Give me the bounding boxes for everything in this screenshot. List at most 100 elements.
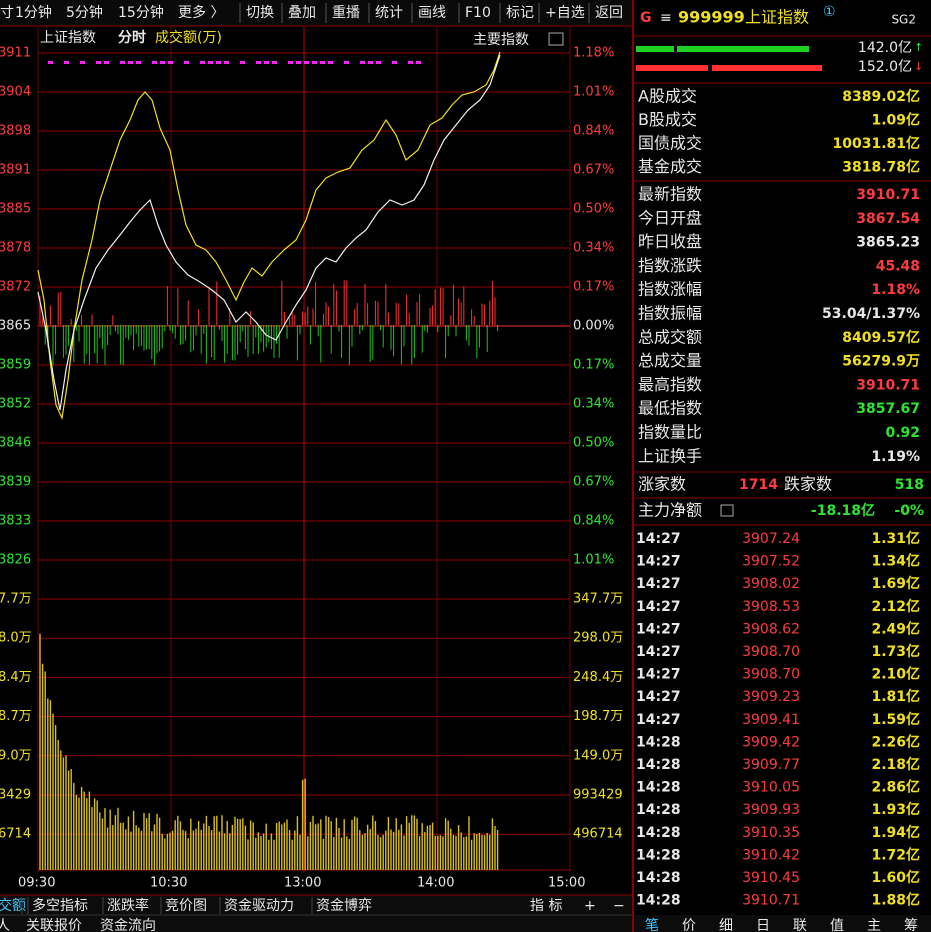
side-tab[interactable]: 日 bbox=[756, 918, 770, 932]
bottom-tool[interactable]: 指 标 bbox=[530, 898, 562, 914]
tick-time: 14:27 bbox=[636, 689, 681, 705]
pct-label: 1.01% bbox=[573, 85, 614, 100]
stat-label: 最新指数 bbox=[638, 185, 702, 204]
side-tab[interactable]: 笔 bbox=[645, 918, 659, 932]
buy-bar bbox=[677, 46, 809, 52]
toolbar-item[interactable]: 15分钟 bbox=[118, 4, 164, 21]
toolbar-item: 寸 bbox=[0, 5, 14, 21]
toolbar-item[interactable]: 返回 bbox=[595, 5, 623, 21]
toolbar bbox=[0, 0, 632, 26]
auction-dot bbox=[304, 61, 309, 64]
stat-label: 指数涨跌 bbox=[638, 256, 702, 275]
tick-price: 3908.70 bbox=[742, 644, 800, 660]
side-tab[interactable]: 主 bbox=[867, 918, 881, 932]
toolbar-item[interactable]: 5分钟 bbox=[66, 4, 103, 21]
tick-time: 14:27 bbox=[636, 599, 681, 615]
toolbar-item[interactable]: F10 bbox=[465, 5, 491, 21]
toolbar-item[interactable]: 1分钟 bbox=[15, 4, 52, 21]
auction-dot bbox=[296, 61, 301, 64]
tick-time: 14:28 bbox=[636, 780, 681, 796]
bottom-link[interactable]: 人 bbox=[0, 918, 10, 932]
stat-value: 3867.54 bbox=[856, 211, 920, 227]
tick-time: 14:28 bbox=[636, 734, 681, 750]
pct-label: 0.50% bbox=[573, 202, 614, 217]
tick-amount: 1.73亿 bbox=[871, 643, 920, 660]
auction-dot bbox=[216, 61, 221, 64]
bottom-tab[interactable]: 多空指标 bbox=[32, 897, 88, 914]
auction-dot bbox=[360, 61, 365, 64]
auction-dot bbox=[200, 61, 205, 64]
tick-amount: 1.93亿 bbox=[871, 801, 920, 818]
sell-bar bbox=[636, 65, 708, 71]
arrow: ↑ bbox=[914, 41, 923, 54]
bottom-tool[interactable]: − bbox=[613, 898, 625, 914]
bottom-tab[interactable]: 交额 bbox=[0, 897, 26, 914]
bottom-tool[interactable]: + bbox=[584, 898, 596, 914]
bottom-link[interactable]: 资金流向 bbox=[100, 918, 156, 932]
toolbar-item[interactable]: 重播 bbox=[332, 5, 360, 21]
volume-label: 347.7万 bbox=[573, 592, 623, 607]
price-label: 3898 bbox=[0, 124, 31, 139]
toolbar-item[interactable]: 叠加 bbox=[288, 5, 316, 21]
price-label: 3865 bbox=[0, 319, 31, 334]
toolbar-item[interactable]: 画线 bbox=[418, 5, 446, 21]
toolbar-item[interactable]: 标记 bbox=[506, 5, 534, 21]
turnover-value: 1.09亿 bbox=[871, 112, 920, 129]
pct-label: 0.34% bbox=[573, 241, 614, 256]
tick-amount: 2.86亿 bbox=[871, 779, 920, 796]
tick-price: 3908.02 bbox=[742, 576, 800, 592]
side-tab[interactable]: 联 bbox=[793, 918, 807, 932]
toolbar-item[interactable]: +自选 bbox=[545, 5, 585, 21]
stat-value: 3910.71 bbox=[856, 187, 920, 203]
tick-time: 14:28 bbox=[636, 893, 681, 909]
index-button[interactable]: 主要指数 bbox=[473, 32, 529, 48]
side-tab[interactable]: 价 bbox=[682, 918, 696, 932]
bottom-link[interactable]: 关联报价 bbox=[26, 918, 82, 932]
stat-label: 指数涨幅 bbox=[638, 280, 702, 299]
tick-price: 3909.23 bbox=[742, 689, 800, 705]
auction-dot bbox=[152, 61, 157, 64]
bottom-tab[interactable]: 资金博弈 bbox=[316, 897, 372, 914]
tick-time: 14:28 bbox=[636, 802, 681, 818]
side-tab[interactable]: 值 bbox=[830, 918, 844, 932]
bottom-tab[interactable]: 资金驱动力 bbox=[224, 898, 294, 914]
turnover-value: 10031.81亿 bbox=[832, 135, 920, 152]
bottom-tab[interactable]: 涨跌率 bbox=[107, 897, 149, 914]
up-value: 1714 bbox=[739, 477, 778, 493]
tick-amount: 1.69亿 bbox=[871, 575, 920, 592]
auction-dot bbox=[328, 61, 333, 64]
tick-price: 3910.71 bbox=[742, 893, 800, 909]
weighted-line bbox=[37, 54, 501, 411]
toolbar-item[interactable]: 统计 bbox=[375, 5, 403, 21]
tick-price: 3908.62 bbox=[742, 621, 800, 637]
pct-label: 0.84% bbox=[573, 124, 614, 139]
tick-amount: 1.59亿 bbox=[871, 711, 920, 728]
auction-dot bbox=[104, 61, 109, 64]
index-line bbox=[37, 51, 501, 421]
auction-dot bbox=[120, 61, 125, 64]
tick-time: 14:27 bbox=[636, 576, 681, 592]
toolbar-item[interactable]: 更多 〉 bbox=[178, 4, 224, 21]
time-label: 14:00 bbox=[417, 876, 454, 891]
pct-label: 0.50% bbox=[573, 436, 614, 451]
side-tab[interactable]: 细 bbox=[719, 918, 733, 932]
volume-label: 8.0万 bbox=[0, 631, 32, 646]
volume-label: 3429 bbox=[0, 788, 31, 803]
price-label: 3911 bbox=[0, 46, 31, 61]
stat-value: 8409.57亿 bbox=[842, 329, 920, 346]
auction-dot bbox=[240, 61, 245, 64]
chart-indicator: 成交额(万) bbox=[155, 29, 222, 46]
side-tab[interactable]: 筹 bbox=[904, 917, 918, 932]
tick-time: 14:28 bbox=[636, 870, 681, 886]
tick-time: 14:28 bbox=[636, 825, 681, 841]
code: 999999 bbox=[678, 8, 745, 27]
auction-dot bbox=[264, 61, 269, 64]
price-label: 3833 bbox=[0, 514, 31, 529]
sg: SG2 bbox=[891, 13, 916, 27]
stat-value: 1.19% bbox=[871, 449, 920, 465]
bottom-tab[interactable]: 竞价图 bbox=[165, 897, 207, 914]
toolbar-item[interactable]: 切换 bbox=[246, 4, 274, 21]
stat-label: 今日开盘 bbox=[638, 208, 702, 227]
price-label: 3872 bbox=[0, 280, 31, 295]
stat-label: 总成交额 bbox=[638, 327, 702, 346]
